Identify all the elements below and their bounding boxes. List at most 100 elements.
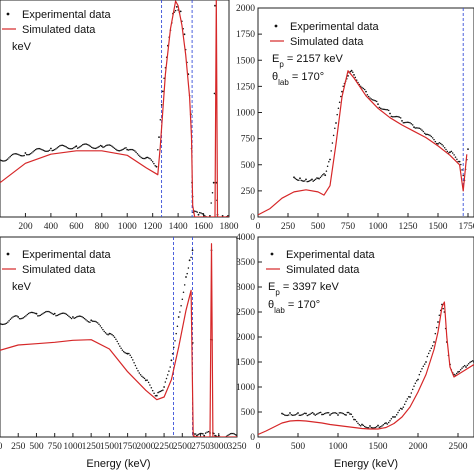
data-point xyxy=(295,178,298,181)
data-point xyxy=(80,144,83,147)
data-point xyxy=(60,144,62,147)
data-point xyxy=(349,413,351,415)
annotation-text: θlab = 170° xyxy=(272,71,324,87)
data-point xyxy=(213,92,216,95)
data-point xyxy=(329,158,331,161)
data-point xyxy=(354,76,357,79)
data-point xyxy=(52,149,55,152)
data-point xyxy=(311,178,313,181)
y-tick-label: 1500 xyxy=(236,358,255,368)
data-point xyxy=(99,325,102,327)
data-point xyxy=(236,434,237,437)
data-point xyxy=(358,423,361,426)
data-point xyxy=(411,124,414,126)
data-point xyxy=(36,148,38,150)
data-point xyxy=(120,347,122,349)
x-tick-label: 1000 xyxy=(118,222,137,232)
data-point xyxy=(65,146,67,148)
data-point xyxy=(296,179,299,181)
data-point xyxy=(334,127,336,129)
data-point xyxy=(173,346,175,349)
data-point xyxy=(13,153,15,155)
data-point xyxy=(70,148,72,150)
data-point xyxy=(306,180,308,183)
data-point xyxy=(293,414,295,416)
data-point xyxy=(377,424,379,427)
data-point xyxy=(183,284,186,286)
data-point xyxy=(57,145,60,148)
data-point xyxy=(42,149,45,152)
data-point xyxy=(466,364,469,367)
data-point xyxy=(365,426,367,429)
data-point xyxy=(96,322,99,324)
data-point xyxy=(202,433,204,435)
data-point xyxy=(77,315,79,318)
data-point xyxy=(299,177,301,180)
data-point xyxy=(367,95,370,98)
legend-label-simulated: Simulated data xyxy=(22,264,96,276)
data-point xyxy=(37,315,39,317)
data-point xyxy=(433,341,435,343)
data-point xyxy=(124,351,126,354)
data-point xyxy=(134,364,137,367)
data-point xyxy=(421,367,423,370)
data-point xyxy=(328,160,330,163)
data-point xyxy=(22,155,24,157)
data-point xyxy=(86,320,88,322)
legend-marker-experimental xyxy=(274,24,278,28)
data-point xyxy=(313,413,315,415)
data-point xyxy=(201,432,203,435)
data-point xyxy=(386,423,389,425)
data-point xyxy=(204,215,206,217)
data-point xyxy=(326,165,329,168)
data-point xyxy=(23,316,26,318)
data-point xyxy=(158,391,160,393)
data-point xyxy=(53,312,56,315)
data-point xyxy=(150,387,153,389)
data-point xyxy=(159,118,162,121)
data-point xyxy=(13,315,16,317)
data-point xyxy=(14,152,17,155)
data-point xyxy=(212,181,215,184)
data-point xyxy=(3,323,5,326)
data-point xyxy=(29,312,31,314)
data-point xyxy=(132,359,134,361)
data-point xyxy=(123,147,126,150)
data-point xyxy=(38,314,40,317)
data-point xyxy=(399,407,402,410)
data-point xyxy=(37,147,39,150)
data-point xyxy=(209,215,211,217)
data-point xyxy=(295,413,298,415)
data-point xyxy=(33,149,36,152)
data-point xyxy=(155,165,158,168)
data-point xyxy=(291,414,294,416)
data-point xyxy=(163,386,166,388)
data-point xyxy=(369,425,371,427)
data-point xyxy=(154,164,156,167)
data-point xyxy=(141,157,144,159)
data-point xyxy=(158,136,160,139)
data-point xyxy=(130,148,132,151)
data-point xyxy=(361,423,363,426)
data-point xyxy=(78,146,80,149)
data-point xyxy=(160,104,163,106)
data-point xyxy=(381,425,383,427)
data-point xyxy=(15,153,18,155)
data-point xyxy=(85,319,87,321)
data-point xyxy=(174,9,177,12)
data-point xyxy=(286,414,289,417)
data-point xyxy=(24,152,27,154)
data-point xyxy=(182,291,185,293)
data-point xyxy=(417,127,419,129)
data-point xyxy=(294,413,297,416)
data-point xyxy=(8,319,10,322)
data-point xyxy=(353,74,355,76)
data-point xyxy=(97,146,99,149)
data-point xyxy=(393,416,395,418)
data-point xyxy=(186,272,188,275)
legend-label-simulated: Simulated data xyxy=(286,264,360,276)
data-point xyxy=(370,426,373,429)
y-tick-label: 500 xyxy=(241,408,256,418)
data-point xyxy=(137,370,139,372)
